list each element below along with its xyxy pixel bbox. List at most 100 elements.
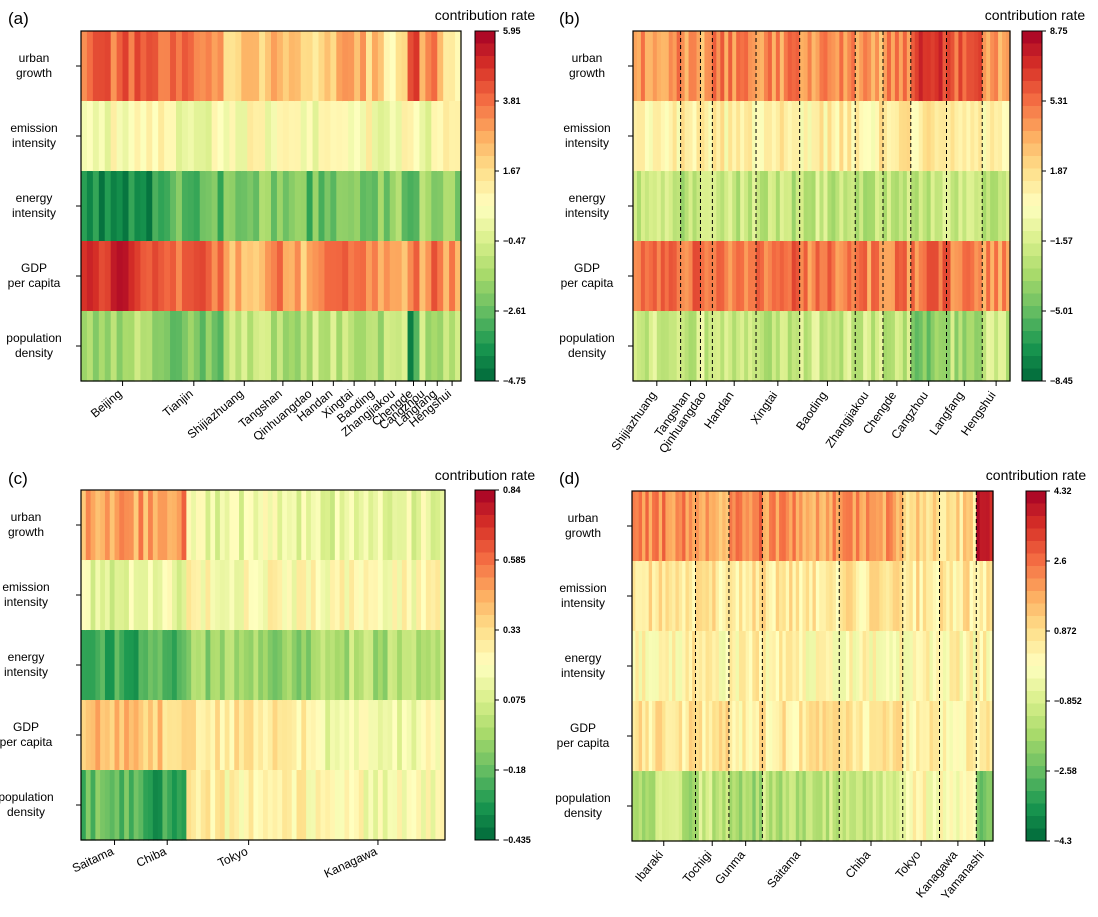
heatmap-cell bbox=[143, 560, 149, 631]
heatmap-cell bbox=[181, 311, 189, 382]
heatmap-cell bbox=[720, 101, 725, 172]
heatmap-cell bbox=[700, 171, 706, 242]
col-label: Xingtai bbox=[748, 389, 781, 427]
heatmap-cell bbox=[133, 700, 140, 771]
heatmap-cell bbox=[320, 630, 326, 701]
colorbar-title: contribution rate bbox=[985, 7, 1086, 23]
colorbar-tick-label: −8.45 bbox=[1050, 376, 1073, 386]
heatmap-cell bbox=[862, 491, 867, 562]
heatmap-cell bbox=[899, 491, 904, 562]
heatmap-cell bbox=[712, 631, 717, 702]
colorbar bbox=[1021, 30, 1043, 382]
heatmap-cell bbox=[982, 31, 987, 102]
heatmap-cell bbox=[92, 101, 100, 172]
colorbar-swatch bbox=[475, 740, 495, 753]
heatmap-cell bbox=[172, 560, 178, 631]
colorbar-swatch bbox=[1022, 343, 1042, 357]
heatmap-cell bbox=[956, 631, 961, 702]
heatmap-cell bbox=[938, 101, 944, 172]
heatmap-cell bbox=[638, 561, 643, 632]
heatmap-cell bbox=[416, 560, 422, 631]
colorbar-swatch bbox=[475, 118, 495, 132]
heatmap-cell bbox=[728, 101, 733, 172]
heatmap-cell bbox=[962, 561, 967, 632]
colorbar-swatch bbox=[475, 106, 495, 119]
heatmap-cell bbox=[234, 700, 240, 771]
heatmap-cell bbox=[300, 101, 308, 172]
heatmap-cell bbox=[708, 101, 713, 172]
heatmap-cell bbox=[648, 701, 653, 772]
heatmap-cell bbox=[633, 241, 638, 312]
heatmap-cell bbox=[294, 171, 302, 242]
heatmap-cell bbox=[979, 491, 984, 562]
heatmap-cell bbox=[282, 700, 288, 771]
heatmap-cell bbox=[982, 701, 987, 772]
colorbar-tick-label: 0.075 bbox=[503, 695, 526, 705]
heatmap-cell bbox=[835, 631, 840, 702]
heatmap-cell bbox=[324, 31, 331, 102]
heatmap-cell bbox=[896, 491, 900, 562]
heatmap-cell bbox=[728, 31, 733, 102]
heatmap-cell bbox=[401, 31, 409, 102]
heatmap-cell bbox=[632, 701, 636, 772]
heatmap-cell bbox=[187, 241, 195, 312]
colorbar-swatch bbox=[1022, 168, 1042, 182]
heatmap-cell bbox=[435, 700, 441, 771]
heatmap-cell bbox=[942, 31, 948, 102]
heatmap-cell bbox=[869, 491, 874, 562]
colorbar-swatch bbox=[1026, 553, 1046, 567]
heatmap-cell bbox=[843, 101, 848, 172]
heatmap-cell bbox=[827, 311, 833, 382]
heatmap-cell bbox=[859, 311, 864, 382]
heatmap-cell bbox=[138, 770, 144, 841]
heatmap-cell bbox=[368, 770, 374, 841]
heatmap-cell bbox=[785, 771, 790, 842]
heatmap-cell bbox=[998, 101, 1003, 172]
heatmap-cell bbox=[847, 31, 852, 102]
heatmap-cell bbox=[745, 491, 750, 562]
heatmap-cell bbox=[339, 700, 346, 771]
heatmap-cell bbox=[982, 771, 987, 842]
heatmap-cell bbox=[104, 490, 111, 561]
heatmap-cell bbox=[652, 31, 658, 102]
heatmap-cell bbox=[771, 311, 777, 382]
heatmap-cell bbox=[867, 101, 872, 172]
heatmap-cell bbox=[775, 311, 781, 382]
heatmap-cell bbox=[688, 311, 694, 382]
heatmap-cell bbox=[936, 631, 941, 702]
heatmap-cell bbox=[763, 171, 769, 242]
heatmap-cell bbox=[243, 630, 250, 701]
heatmap-cell bbox=[966, 631, 971, 702]
heatmap-cell bbox=[440, 630, 446, 701]
heatmap-cell bbox=[435, 490, 441, 561]
heatmap-cell bbox=[966, 311, 971, 382]
heatmap-cell bbox=[959, 701, 964, 772]
heatmap-cell bbox=[954, 31, 960, 102]
heatmap-cell bbox=[752, 241, 757, 312]
heatmap-cell bbox=[807, 31, 813, 102]
heatmap-cell bbox=[772, 491, 777, 562]
heatmap-cell bbox=[716, 31, 721, 102]
heatmap-cell bbox=[413, 241, 421, 312]
heatmap-cell bbox=[812, 631, 817, 702]
heatmap-cell bbox=[942, 561, 947, 632]
heatmap-cell bbox=[187, 311, 195, 382]
heatmap-cell bbox=[143, 700, 149, 771]
heatmap-cell bbox=[668, 491, 673, 562]
heatmap-cell bbox=[336, 171, 343, 242]
heatmap-cell bbox=[407, 101, 415, 172]
colorbar-swatch bbox=[1022, 218, 1042, 232]
heatmap-cell bbox=[685, 701, 690, 772]
heatmap-cell bbox=[724, 241, 729, 312]
heatmap-cell bbox=[906, 241, 912, 312]
heatmap-cell bbox=[886, 561, 890, 632]
heatmap-cell bbox=[644, 101, 650, 172]
heatmap-cell bbox=[162, 770, 168, 841]
heatmap-cell bbox=[312, 171, 320, 242]
heatmap-cell bbox=[740, 311, 745, 382]
heatmap-cell bbox=[425, 101, 432, 172]
heatmap-cell bbox=[215, 770, 221, 841]
heatmap-cell bbox=[186, 490, 192, 561]
heatmap-cell bbox=[946, 101, 952, 172]
heatmap-cell bbox=[855, 561, 860, 632]
